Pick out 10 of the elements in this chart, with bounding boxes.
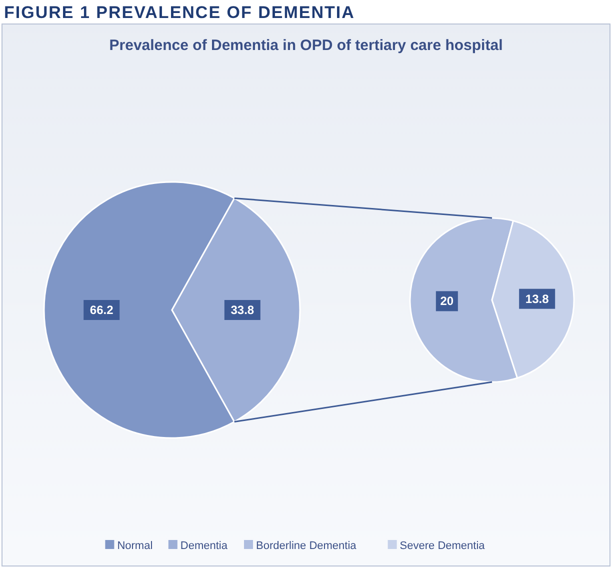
data-label: 20	[440, 294, 454, 308]
data-label: 66.2	[90, 303, 114, 317]
legend-label: Dementia	[180, 540, 228, 552]
chart-subtitle: Prevalence of Dementia in OPD of tertiary care hospital	[109, 37, 503, 54]
data-label: 33.8	[230, 303, 254, 317]
chart-title: FIGURE 1 PREVALENCE OF DEMENTIA	[4, 3, 355, 22]
legend-label: Severe Dementia	[400, 540, 486, 552]
data-label: 13.8	[525, 292, 550, 306]
slice-label: Normal	[117, 540, 153, 552]
legend-label: Borderline Dementia	[256, 540, 358, 552]
